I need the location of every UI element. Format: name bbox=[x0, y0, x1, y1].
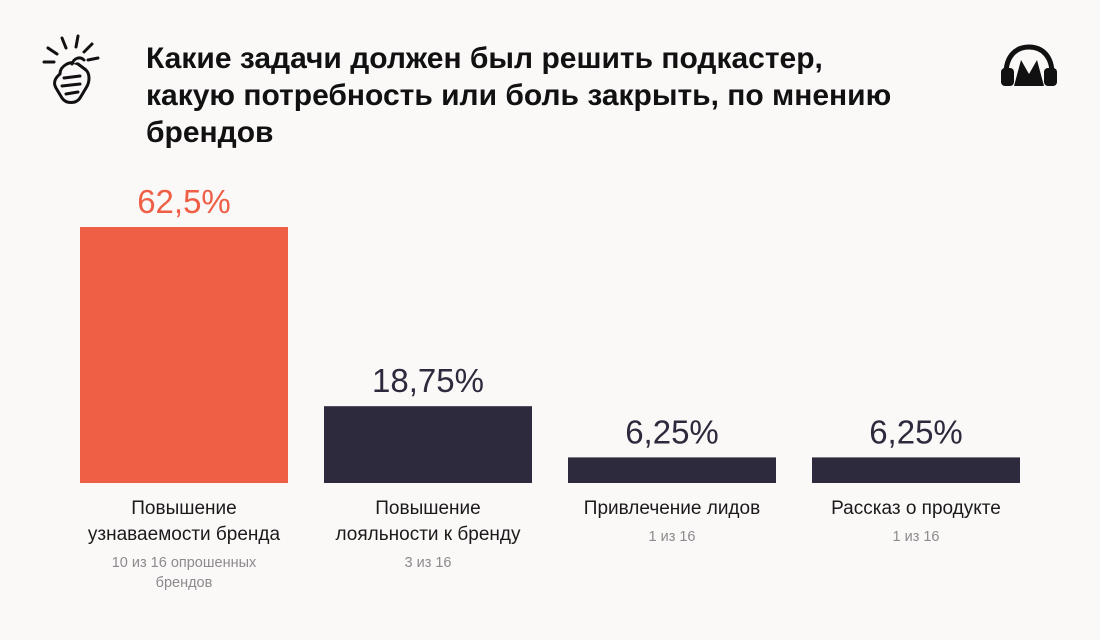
bar-value-label: 18,75% bbox=[372, 362, 484, 399]
page-title: Какие задачи должен был решить подкастер… bbox=[146, 42, 892, 149]
category-note: 3 из 16 bbox=[405, 555, 452, 571]
category-note: брендов bbox=[156, 575, 213, 591]
headphones-m-logo-icon bbox=[1001, 44, 1057, 86]
category-label: Повышение bbox=[131, 498, 236, 519]
snapping-fingers-hand-icon bbox=[42, 34, 100, 104]
category-label: лояльности к бренду bbox=[336, 524, 521, 545]
bar bbox=[324, 406, 532, 483]
category-label: Повышение bbox=[375, 498, 480, 519]
bar-value-label: 62,5% bbox=[137, 183, 231, 220]
category-label: Рассказ о продукте bbox=[831, 498, 1001, 519]
category-note: 1 из 16 bbox=[649, 529, 696, 545]
category-label: узнаваемости бренда bbox=[88, 524, 281, 545]
category-label: Привлечение лидов bbox=[584, 498, 760, 519]
bar bbox=[812, 457, 1020, 483]
category-note: 10 из 16 опрошенных bbox=[112, 555, 257, 571]
bar bbox=[568, 457, 776, 483]
bar bbox=[80, 227, 288, 483]
bar-value-label: 6,25% bbox=[869, 413, 963, 450]
category-note: 1 из 16 bbox=[893, 529, 940, 545]
bar-value-label: 6,25% bbox=[625, 413, 719, 450]
